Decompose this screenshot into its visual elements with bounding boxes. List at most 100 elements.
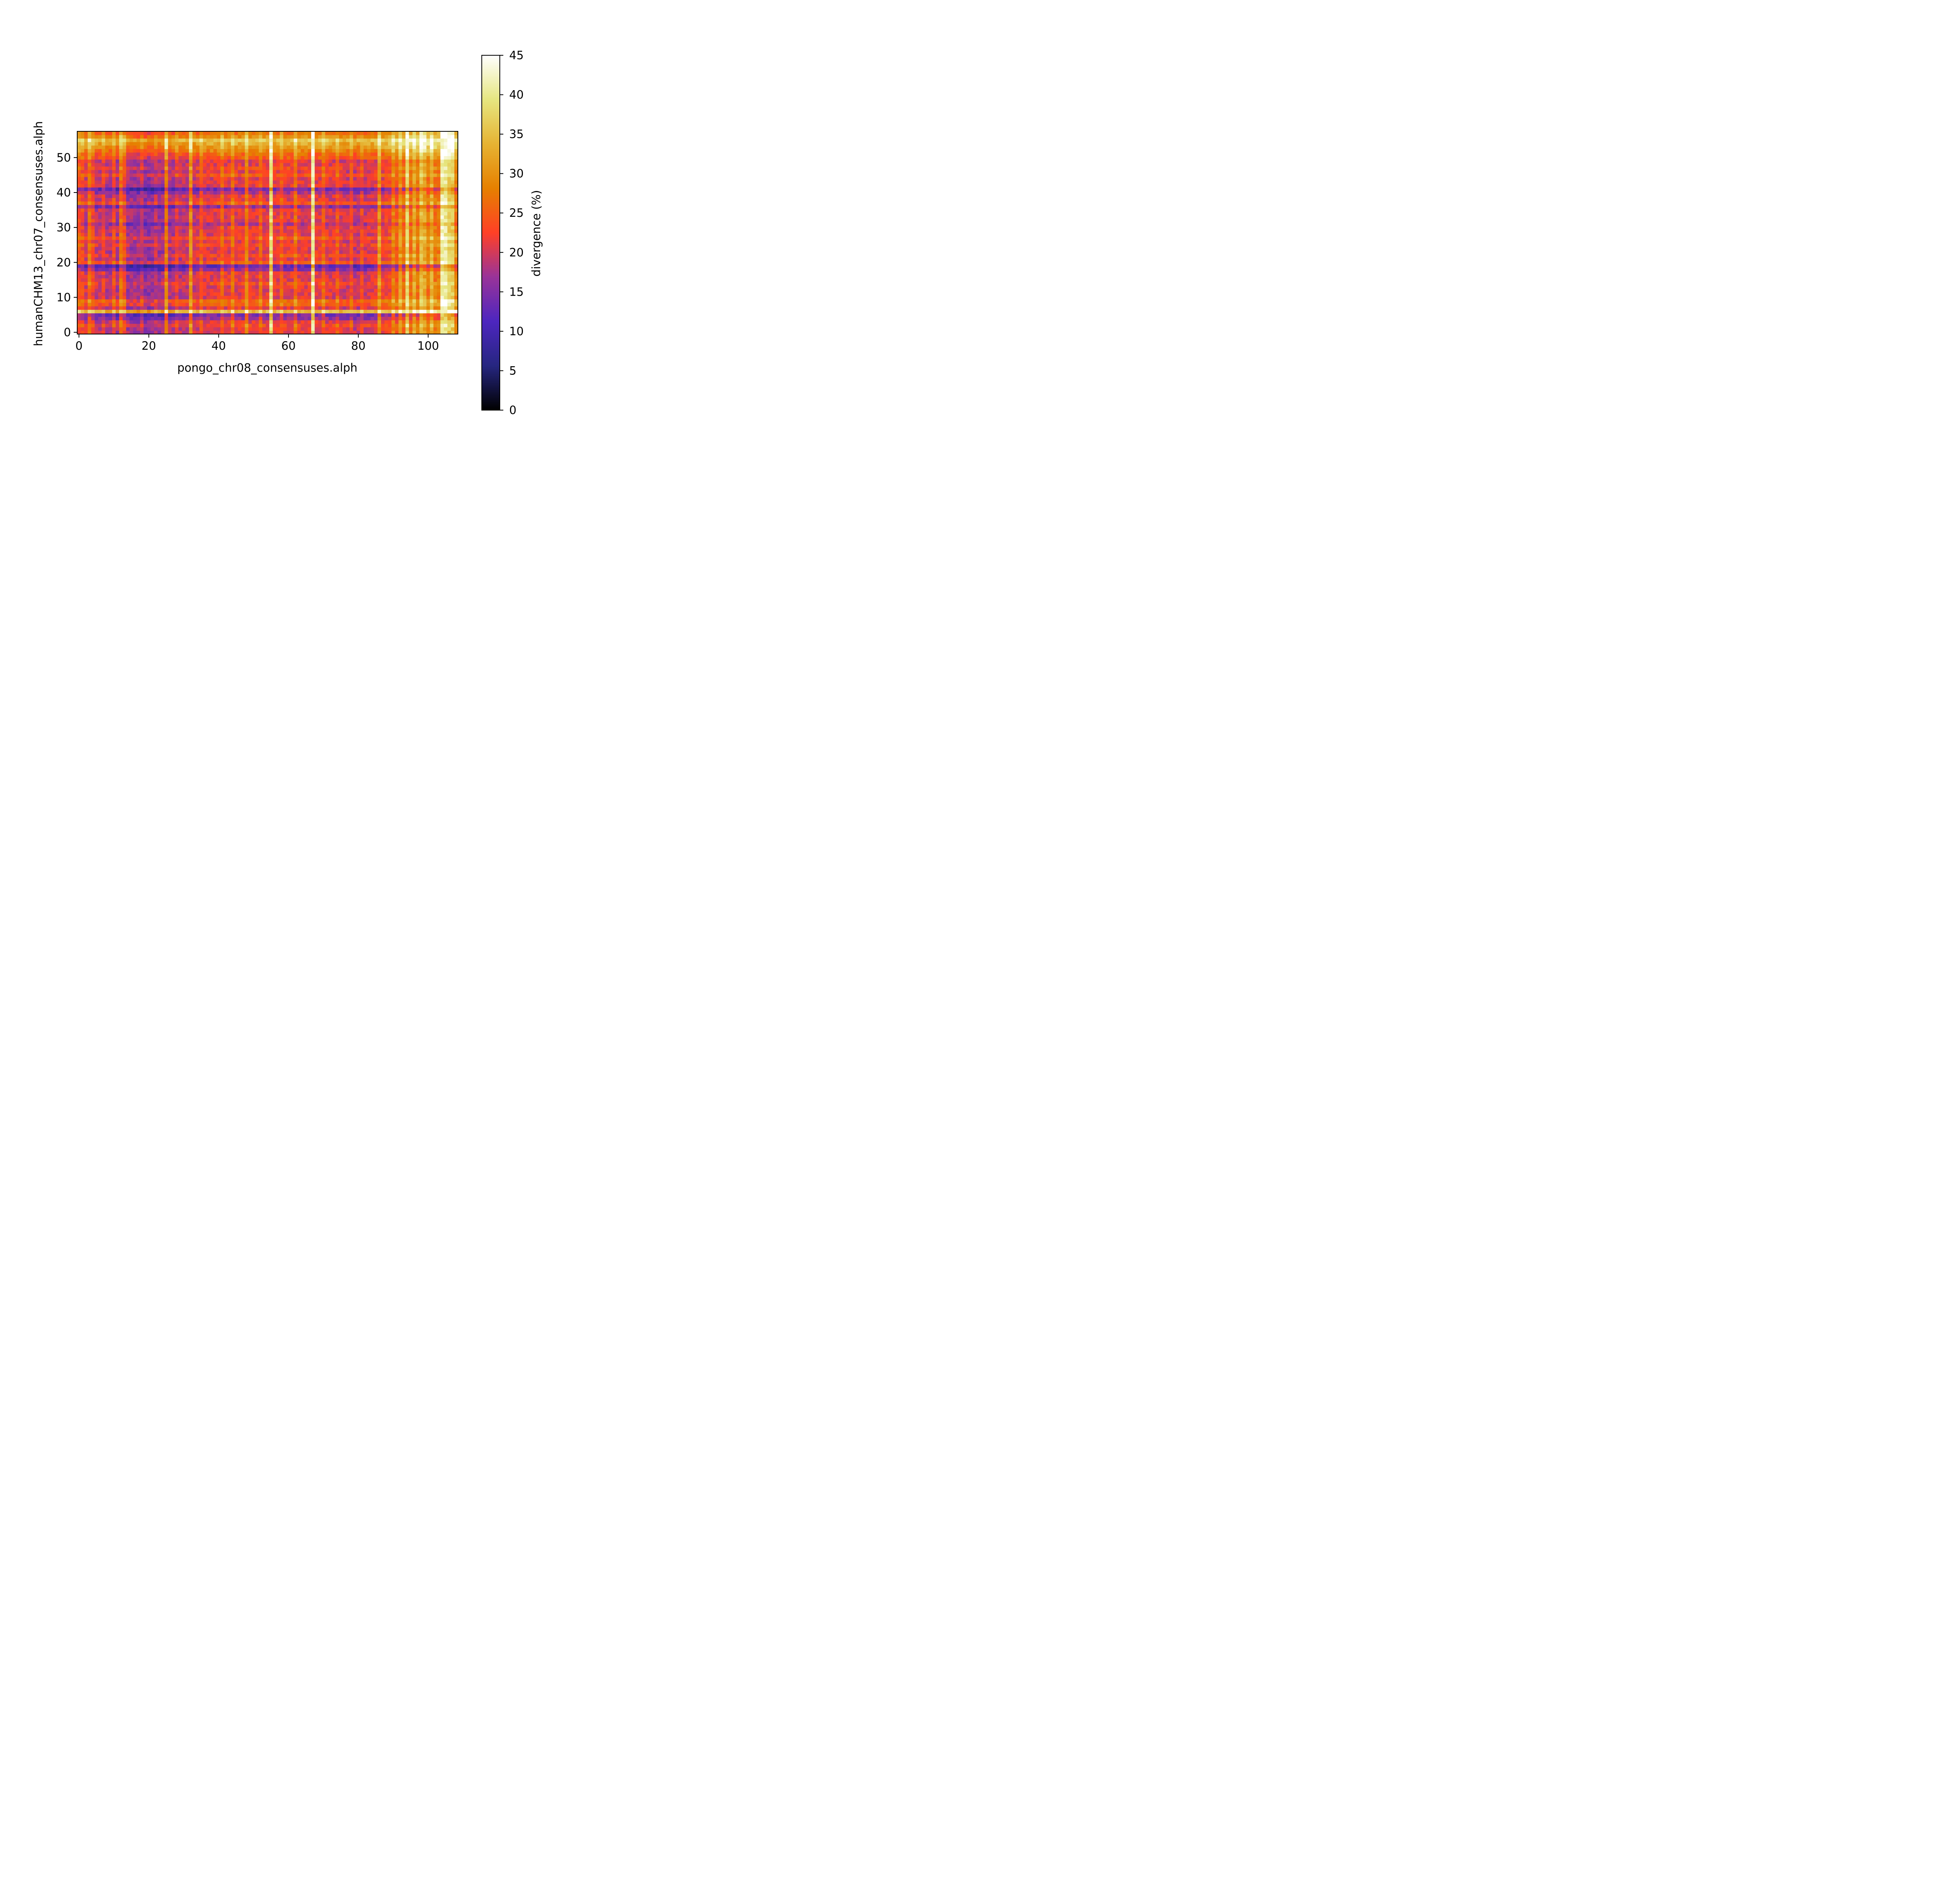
heatmap-cell	[252, 176, 256, 181]
heatmap-cell	[112, 295, 116, 300]
heatmap-cell	[230, 212, 235, 216]
heatmap-cell	[98, 233, 102, 237]
heatmap-cell	[287, 218, 291, 223]
heatmap-cell	[343, 198, 347, 202]
heatmap-cell	[230, 208, 235, 212]
heatmap-cell	[203, 243, 207, 247]
heatmap-cell	[161, 267, 165, 272]
heatmap-cell	[154, 267, 158, 272]
heatmap-cell	[252, 323, 256, 327]
heatmap-cell	[213, 208, 217, 212]
heatmap-cell	[430, 198, 434, 202]
heatmap-cell	[185, 313, 189, 317]
heatmap-cell	[109, 257, 113, 261]
heatmap-cell	[395, 187, 399, 191]
heatmap-cell	[339, 222, 343, 226]
heatmap-cell	[151, 295, 154, 300]
heatmap-cell	[412, 267, 416, 272]
heatmap-cell	[241, 267, 245, 272]
heatmap-cell	[336, 183, 339, 188]
heatmap-cell	[147, 218, 151, 223]
heatmap-cell	[332, 240, 336, 243]
heatmap-cell	[395, 292, 399, 296]
heatmap-cell	[328, 264, 332, 268]
heatmap-cell	[311, 187, 315, 191]
heatmap-cell	[440, 236, 444, 240]
heatmap-cell	[151, 187, 154, 191]
heatmap-cell	[405, 327, 409, 331]
heatmap-cell	[384, 289, 388, 292]
heatmap-cell	[234, 183, 238, 188]
heatmap-cell	[109, 236, 113, 240]
heatmap-cell	[168, 267, 172, 272]
heatmap-cell	[126, 194, 130, 198]
heatmap-cell	[210, 225, 214, 230]
heatmap-cell	[129, 236, 134, 240]
heatmap-cell	[178, 180, 182, 184]
heatmap-cell	[87, 240, 92, 243]
heatmap-cell	[363, 295, 367, 300]
heatmap-cell	[178, 257, 182, 261]
heatmap-cell	[398, 187, 403, 191]
heatmap-cell	[262, 320, 266, 324]
heatmap-cell	[192, 191, 196, 195]
heatmap-cell	[182, 302, 186, 307]
heatmap-cell	[409, 176, 413, 181]
heatmap-cell	[203, 173, 207, 177]
heatmap-cell	[402, 278, 406, 282]
heatmap-cell	[346, 194, 350, 198]
heatmap-cell	[199, 247, 203, 251]
heatmap-cell	[241, 309, 245, 314]
heatmap-cell	[255, 253, 259, 258]
heatmap-cell	[272, 176, 277, 181]
heatmap-cell	[230, 320, 235, 324]
heatmap-cell	[182, 316, 186, 320]
heatmap-cell	[381, 215, 385, 219]
heatmap-cell	[409, 212, 413, 216]
heatmap-cell	[112, 236, 116, 240]
heatmap-cell	[171, 316, 176, 320]
heatmap-cell	[210, 327, 214, 331]
heatmap-cell	[437, 222, 441, 226]
heatmap-cell	[336, 208, 339, 212]
heatmap-cell	[381, 218, 385, 223]
heatmap-cell	[325, 225, 329, 230]
heatmap-cell	[269, 274, 273, 278]
heatmap-cell	[224, 229, 228, 233]
heatmap-cell	[395, 212, 399, 216]
heatmap-cell	[185, 295, 189, 300]
heatmap-cell	[444, 229, 448, 233]
heatmap-cell	[419, 240, 423, 243]
heatmap-cell	[447, 243, 451, 247]
heatmap-cell	[301, 299, 305, 303]
heatmap-cell	[151, 208, 154, 212]
heatmap-cell	[328, 271, 332, 275]
heatmap-cell	[157, 282, 162, 285]
heatmap-cell	[259, 247, 263, 251]
heatmap-cell	[224, 208, 228, 212]
heatmap-cell	[402, 299, 406, 303]
heatmap-cell	[151, 215, 154, 219]
heatmap-cell	[161, 278, 165, 282]
heatmap-cell	[94, 295, 99, 300]
heatmap-cell	[409, 198, 413, 202]
heatmap-cell	[192, 233, 196, 237]
heatmap-cell	[126, 215, 130, 219]
heatmap-cell	[255, 260, 259, 265]
heatmap-cell	[426, 271, 430, 275]
heatmap-cell	[196, 302, 200, 307]
heatmap-cell	[189, 183, 193, 188]
heatmap-cell	[245, 229, 249, 233]
heatmap-cell	[143, 233, 147, 237]
heatmap-cell	[224, 225, 228, 230]
heatmap-cell	[325, 215, 329, 219]
heatmap-cell	[423, 271, 427, 275]
heatmap-cell	[294, 233, 298, 237]
heatmap-cell	[77, 240, 81, 243]
heatmap-cell	[272, 218, 277, 223]
heatmap-cell	[234, 323, 238, 327]
heatmap-cell	[349, 233, 354, 237]
heatmap-cell	[98, 316, 102, 320]
heatmap-cell	[440, 205, 444, 209]
heatmap-cell	[391, 191, 396, 195]
